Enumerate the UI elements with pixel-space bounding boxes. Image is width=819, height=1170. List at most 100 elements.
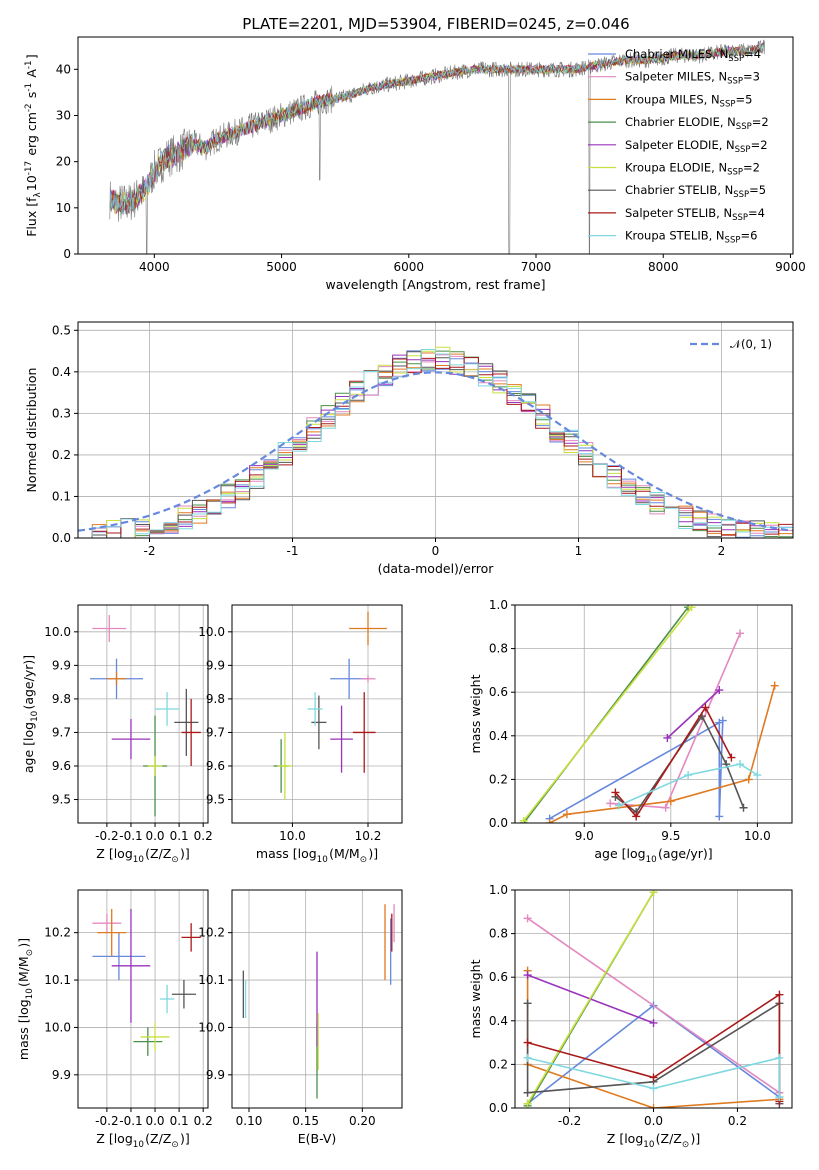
plot-area — [242, 904, 395, 1099]
y-tick-label: 10 — [56, 201, 71, 215]
y-tick-label: 10.1 — [198, 973, 225, 987]
mass-weight-line — [666, 689, 720, 739]
y-tick-label: 9.9 — [52, 1068, 71, 1082]
errorbar-point — [277, 732, 293, 800]
axes-frame — [77, 604, 209, 824]
y-tick-label: 0.4 — [489, 729, 508, 743]
y-tick-label: 0.5 — [52, 323, 71, 337]
mass-weight-marker — [611, 788, 620, 797]
y-tick-label: 10.0 — [198, 1020, 225, 1034]
y-tick-label: 0.0 — [52, 531, 71, 545]
y-tick-label: 20 — [56, 155, 71, 169]
mass-weight-line — [527, 1056, 781, 1098]
x-tick-label: 0.20 — [349, 1114, 376, 1128]
mass-weight-marker — [562, 810, 571, 819]
x-tick-label: 0.2 — [194, 1114, 213, 1128]
y-tick-label: 0.0 — [489, 816, 508, 830]
x-tick-label: 10.0 — [744, 829, 771, 843]
mass-weight-marker — [519, 816, 528, 823]
y-tick-label: 10.0 — [44, 1020, 71, 1034]
y-tick-label: 0.2 — [489, 1057, 508, 1071]
mass-weight-marker — [649, 890, 658, 897]
y-axis-label: mass [log10 (M/M⊙ )] — [16, 938, 35, 1060]
mass-weight-marker — [736, 629, 745, 638]
mass-weight-marker — [661, 803, 670, 812]
x-tick-label: 0.2 — [728, 1114, 747, 1128]
plot-area — [78, 346, 793, 538]
x-tick-label: -0.2 — [95, 829, 118, 843]
y-tick-label: 0.4 — [52, 365, 71, 379]
x-tick-label: 0.1 — [170, 1114, 189, 1128]
mass-weight-marker — [701, 703, 710, 712]
y-tick-label: 0.2 — [489, 772, 508, 786]
mass-weight-line — [526, 891, 655, 1105]
legend-label: 𝒩(0, 1) — [730, 337, 772, 351]
mass-weight-marker — [775, 1053, 784, 1062]
y-tick-label: 0 — [63, 247, 71, 261]
x-tick-label: 1 — [575, 544, 583, 558]
mass-weight-marker — [753, 771, 762, 780]
x-tick-label: 2 — [718, 544, 726, 558]
mass-weight-marker — [687, 605, 696, 612]
y-tick-label: 9.5 — [52, 793, 71, 807]
residual-legend: 𝒩(0, 1) — [690, 337, 772, 351]
x-tick-label: -2 — [144, 544, 156, 558]
plot-area — [90, 615, 201, 817]
y-tick-label: 1.0 — [489, 883, 508, 897]
mass-weight-marker — [523, 914, 532, 923]
panel-mass-weight-vs-Z: -0.2 0.0 0.2 0.0 0.2 0.4 0.6 0.8 1.0 Z [log10 (Z/… — [468, 883, 793, 1150]
x-tick-label: 10.0 — [279, 829, 306, 843]
errorbar-point — [92, 913, 122, 933]
x-tick-label: 9.0 — [575, 829, 594, 843]
y-tick-label: 0.4 — [489, 1014, 508, 1028]
errorbar-point — [330, 705, 353, 773]
mass-weight-marker — [736, 760, 745, 769]
errorbar-point — [111, 908, 151, 1023]
y-tick-label: 0.3 — [52, 406, 71, 420]
x-tick-label: 0 — [432, 544, 440, 558]
plot-area — [273, 611, 387, 800]
x-tick-label: -0.2 — [95, 1114, 118, 1128]
mass-weight-marker — [684, 771, 693, 780]
axes-frame — [231, 604, 403, 824]
y-tick-label: 10.2 — [198, 926, 225, 940]
x-tick-label: 0.0 — [145, 829, 164, 843]
x-tick-label: -0.2 — [558, 1114, 581, 1128]
errorbar-point — [97, 908, 127, 957]
x-tick-label: 9000 — [775, 260, 806, 274]
y-tick-label: 0.8 — [489, 642, 508, 656]
errorbar-point — [360, 675, 376, 683]
panel-age-vs-Z: -0.2 -0.1 0.0 0.1 0.2 9.5 9.6 9.7 9.8 9.9 10.0 Z [l… — [21, 604, 213, 865]
mass-weight-marker — [739, 803, 748, 812]
y-tick-label: 1.0 — [489, 598, 508, 612]
y-tick-label: 0.0 — [489, 1101, 508, 1115]
model-spectrum-line — [109, 43, 765, 214]
y-tick-label: 30 — [56, 108, 71, 122]
errorbar-point — [311, 695, 327, 750]
errorbar-point — [92, 932, 146, 981]
y-axis-label: Normed distribution — [24, 368, 39, 493]
x-tick-label: 9.5 — [661, 829, 680, 843]
errorbar-point — [174, 688, 199, 756]
legend-label: Kroupa ELODIE, NSSP=2 — [625, 161, 760, 178]
mass-weight-marker — [523, 1053, 532, 1062]
errorbar-point — [171, 980, 196, 1009]
x-tick-label: 0.1 — [170, 829, 189, 843]
x-tick-label: -0.1 — [119, 829, 142, 843]
errorbar-point — [111, 719, 151, 760]
y-tick-label: 10.0 — [198, 625, 225, 639]
legend-label: Chabrier STELIB, NSSP=5 — [625, 183, 766, 200]
legend-label: Chabrier ELODIE, NSSP=2 — [625, 115, 769, 132]
axes-frame — [77, 889, 209, 1109]
mass-weight-marker — [649, 1018, 658, 1027]
mass-weight-marker — [523, 971, 532, 980]
panel-mass-weight-vs-age: 9.0 9.5 10.0 0.0 0.2 0.4 0.6 0.8 1.0 age [log10 (… — [468, 598, 793, 865]
axes-frame — [514, 604, 793, 824]
y-tick-label: 0.6 — [489, 970, 508, 984]
y-tick-label: 0.8 — [489, 927, 508, 941]
y-tick-label: 9.5 — [206, 793, 225, 807]
panel-residuals: -2 -1 0 1 2 0.0 0.1 0.2 0.3 0.4 0.5 (data-model)/er… — [24, 321, 794, 576]
x-axis-label: (data-model)/error — [378, 561, 495, 576]
x-tick-label: 0.0 — [145, 1114, 164, 1128]
